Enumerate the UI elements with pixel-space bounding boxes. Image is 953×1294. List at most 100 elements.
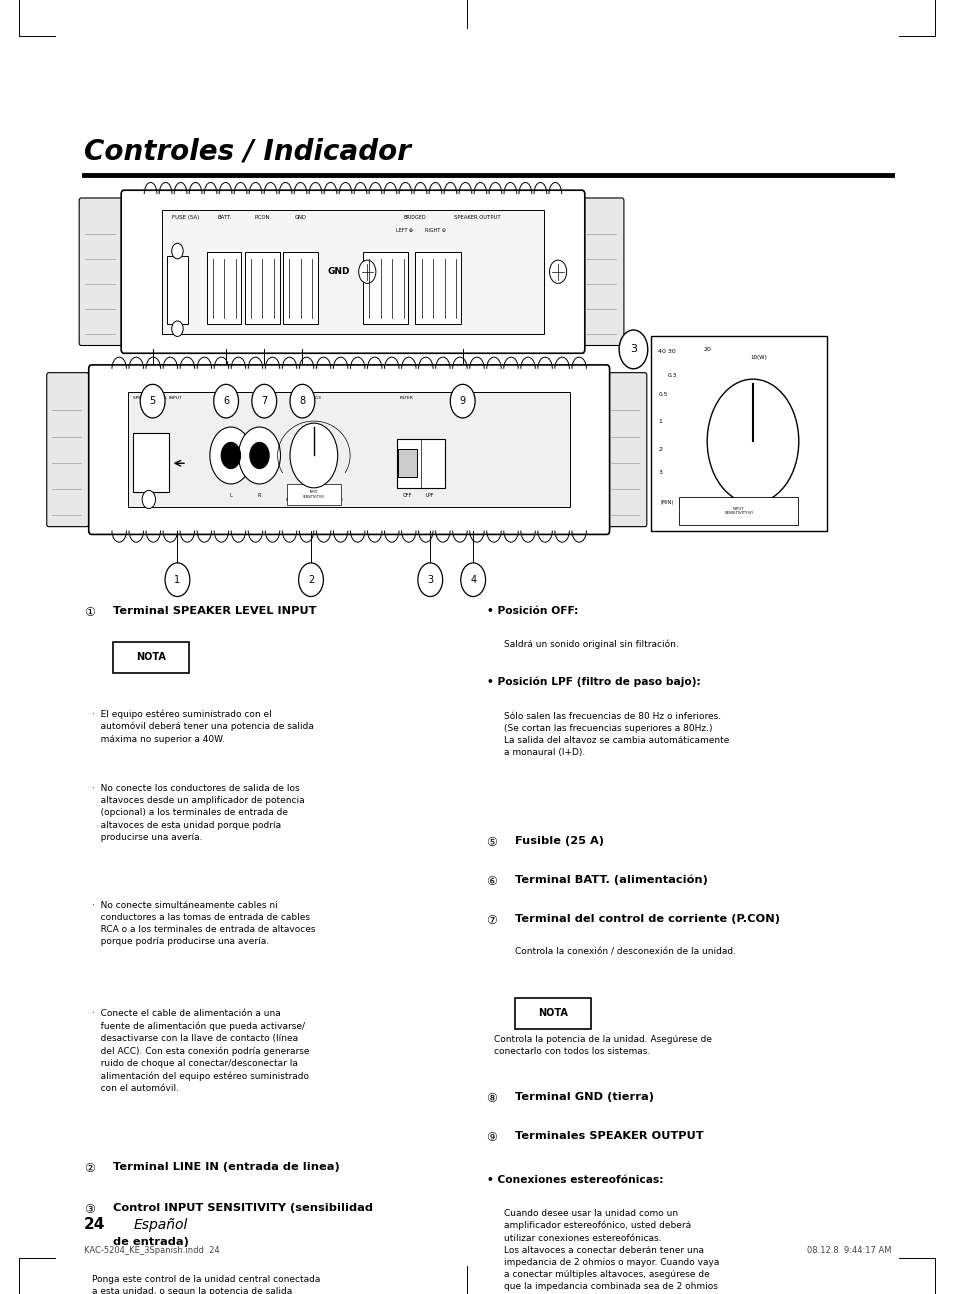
Text: SPEAKER LEVEL INPUT: SPEAKER LEVEL INPUT	[132, 396, 181, 400]
Bar	[167, 256, 188, 324]
Circle shape	[172, 243, 183, 259]
Text: SPEAKER OUTPUT: SPEAKER OUTPUT	[454, 215, 499, 220]
Circle shape	[618, 330, 647, 369]
Text: LEFT ⊕: LEFT ⊕	[395, 228, 413, 233]
Text: 8: 8	[299, 396, 305, 406]
Bar	[397, 449, 416, 477]
Circle shape	[706, 379, 798, 503]
Text: Controla la potencia de la unidad. Asegúrese de
conectarlo con todos los sistema: Controla la potencia de la unidad. Asegú…	[494, 1035, 712, 1056]
Text: 2: 2	[658, 446, 661, 452]
Circle shape	[252, 384, 276, 418]
Text: Español: Español	[133, 1218, 188, 1232]
Text: GND: GND	[327, 268, 350, 276]
Text: Controla la conexión / desconexión de la unidad.: Controla la conexión / desconexión de la…	[515, 947, 736, 956]
Text: de entrada): de entrada)	[112, 1237, 189, 1247]
Text: 40 30: 40 30	[658, 349, 676, 355]
FancyBboxPatch shape	[515, 998, 591, 1029]
FancyBboxPatch shape	[121, 190, 584, 353]
Text: Sólo salen las frecuencias de 80 Hz o inferiores.
(Se cortan las frecuencias sup: Sólo salen las frecuencias de 80 Hz o in…	[503, 712, 728, 757]
Circle shape	[460, 563, 485, 597]
Text: ⑤: ⑤	[486, 836, 497, 849]
Text: • Posición OFF:: • Posición OFF:	[486, 606, 578, 616]
Circle shape	[142, 490, 155, 509]
Text: FILTER: FILTER	[399, 396, 414, 400]
Text: BRIDGED: BRIDGED	[403, 215, 426, 220]
Circle shape	[450, 384, 475, 418]
Circle shape	[213, 384, 238, 418]
Circle shape	[549, 260, 566, 283]
Text: ·  Conecte el cable de alimentación a una
   fuente de alimentación que pueda ac: · Conecte el cable de alimentación a una…	[91, 1009, 309, 1093]
Bar	[245, 252, 279, 324]
FancyBboxPatch shape	[79, 198, 123, 345]
Text: RIGHT ⊖: RIGHT ⊖	[424, 228, 445, 233]
FancyBboxPatch shape	[112, 642, 189, 673]
Text: ⑨: ⑨	[486, 1131, 497, 1144]
Text: L: L	[230, 493, 232, 498]
Text: Terminal GND (tierra): Terminal GND (tierra)	[515, 1092, 654, 1102]
Circle shape	[210, 427, 252, 484]
Circle shape	[165, 563, 190, 597]
Text: ①: ①	[84, 606, 94, 619]
Text: 24: 24	[84, 1216, 105, 1232]
Text: R: R	[257, 493, 261, 498]
Bar	[415, 252, 460, 324]
Circle shape	[238, 427, 280, 484]
Text: 1: 1	[174, 575, 180, 585]
Text: OFF: OFF	[402, 493, 412, 498]
Text: LINE IN: LINE IN	[223, 396, 238, 400]
Text: 3: 3	[427, 575, 433, 585]
Circle shape	[290, 384, 314, 418]
Bar	[396, 439, 444, 488]
Text: NOTA: NOTA	[537, 1008, 568, 1018]
Text: • Posición LPF (filtro de paso bajo):: • Posición LPF (filtro de paso bajo):	[486, 677, 700, 687]
Text: 3: 3	[658, 470, 661, 475]
Text: Terminal LINE IN (entrada de linea): Terminal LINE IN (entrada de linea)	[112, 1162, 339, 1172]
Text: Terminal BATT. (alimentación): Terminal BATT. (alimentación)	[515, 875, 707, 885]
Text: • Conexiones estereofónicas:: • Conexiones estereofónicas:	[486, 1175, 662, 1185]
Bar	[207, 252, 241, 324]
Text: 0.5: 0.5	[293, 396, 300, 400]
Text: INPUT
SENSITIVITY(V): INPUT SENSITIVITY(V)	[723, 507, 753, 515]
Text: Terminal SPEAKER LEVEL INPUT: Terminal SPEAKER LEVEL INPUT	[112, 606, 315, 616]
Text: ·  No conecte simultáneamente cables ni
   conductores a las tomas de entrada de: · No conecte simultáneamente cables ni c…	[91, 901, 314, 946]
Text: Terminales SPEAKER OUTPUT: Terminales SPEAKER OUTPUT	[515, 1131, 703, 1141]
Text: Controles / Indicador: Controles / Indicador	[84, 137, 411, 166]
Bar	[287, 484, 340, 505]
Text: 0.2(MAX): 0.2(MAX)	[736, 499, 759, 505]
FancyBboxPatch shape	[89, 365, 609, 534]
Text: 0.5: 0.5	[658, 392, 667, 397]
Text: 08.12.8  9:44:17 AM: 08.12.8 9:44:17 AM	[806, 1246, 891, 1255]
Circle shape	[140, 384, 165, 418]
Bar	[162, 210, 543, 334]
Bar	[679, 497, 798, 525]
Text: 1: 1	[658, 419, 661, 424]
Text: LPF: LPF	[425, 493, 434, 498]
Text: 0.3: 0.3	[314, 396, 322, 400]
Text: ②: ②	[84, 1162, 94, 1175]
Circle shape	[221, 443, 240, 468]
Text: 6: 6	[223, 396, 229, 406]
Text: FUSE (5A): FUSE (5A)	[172, 215, 199, 220]
Text: (MIN): (MIN)	[285, 498, 295, 502]
Text: 2: 2	[308, 575, 314, 585]
Text: BATT.: BATT.	[217, 215, 231, 220]
Circle shape	[417, 563, 442, 597]
Bar	[128, 392, 570, 507]
Text: Control INPUT SENSITIVITY (sensibilidad: Control INPUT SENSITIVITY (sensibilidad	[112, 1203, 373, 1214]
Text: INPUT
SENSITIVITY(V): INPUT SENSITIVITY(V)	[302, 490, 325, 498]
FancyBboxPatch shape	[579, 198, 623, 345]
Text: Fusible (25 A): Fusible (25 A)	[515, 836, 603, 846]
Circle shape	[290, 423, 337, 488]
Text: Terminal del control de corriente (P.CON): Terminal del control de corriente (P.CON…	[515, 914, 780, 924]
Text: ⑦: ⑦	[486, 914, 497, 927]
Text: Ponga este control de la unidad central conectada
a esta unidad, o segun la pote: Ponga este control de la unidad central …	[91, 1275, 319, 1294]
Text: 20: 20	[703, 347, 711, 352]
FancyBboxPatch shape	[604, 373, 646, 527]
Text: 9: 9	[459, 396, 465, 406]
Circle shape	[298, 563, 323, 597]
Text: NOTA: NOTA	[135, 652, 166, 663]
Text: ⑥: ⑥	[486, 875, 497, 888]
Text: 4: 4	[470, 575, 476, 585]
Text: P.CON: P.CON	[254, 215, 270, 220]
Bar	[650, 336, 826, 531]
